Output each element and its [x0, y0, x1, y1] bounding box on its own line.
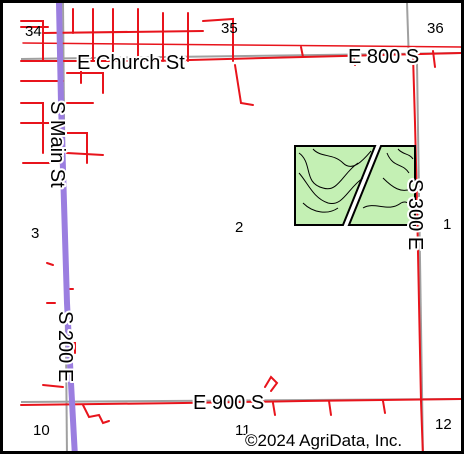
road-labels: E Church St E 800 S E 900 S S Main St S … [44, 44, 428, 416]
section-35-label: 35 [221, 20, 238, 37]
copyright-text: ©2024 AgriData, Inc. [245, 431, 402, 450]
s-300-e-label: S 300 E [404, 179, 426, 250]
s-main-st-highway [56, 3, 78, 451]
field-parcel[interactable] [294, 145, 416, 226]
church-st-road [20, 52, 461, 62]
section-1-label: 1 [443, 216, 451, 233]
e-800-s-label: E 800 S [348, 46, 419, 68]
s-main-st-label: S Main St [46, 101, 68, 188]
section-34-label: 34 [25, 23, 42, 40]
field-contour-lines [298, 148, 414, 214]
church-st-label: E Church St [77, 52, 185, 74]
s-200-e-label: S 200 E [54, 311, 76, 382]
section-11-label: 11 [235, 422, 251, 439]
map-canvas[interactable]: 34 35 36 3 2 1 10 11 12 E Church St E 80… [3, 3, 464, 454]
road-network [20, 8, 461, 451]
section-36-label: 36 [427, 20, 444, 37]
section-numbers: 34 35 36 3 2 1 10 11 12 [25, 20, 452, 439]
section-10-label: 10 [33, 422, 50, 439]
section-2-label: 2 [235, 219, 243, 236]
s-300-e-road [412, 54, 422, 402]
section-3-label: 3 [31, 225, 39, 242]
section-12-label: 12 [435, 416, 452, 433]
e-900-s-label: E 900 S [193, 392, 264, 414]
e-900-s-road [20, 398, 461, 406]
